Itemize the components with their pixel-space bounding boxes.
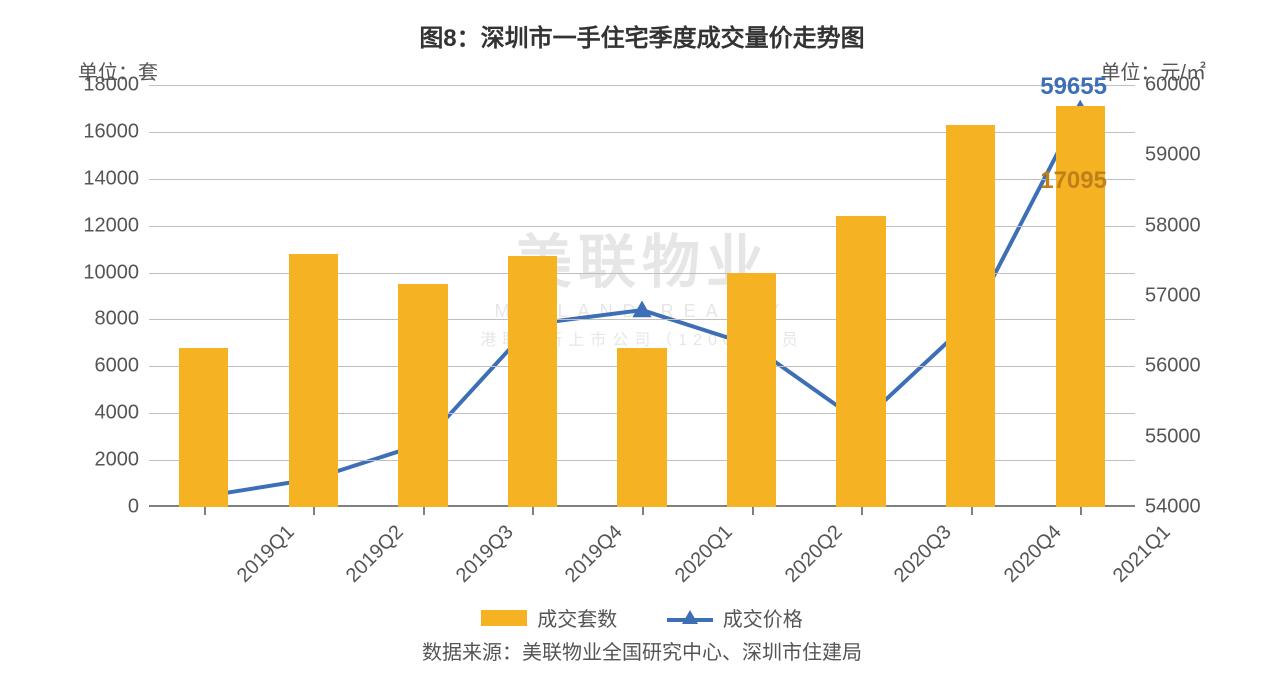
ytick-left: 2000 [95, 449, 140, 472]
legend-swatch-bar [481, 610, 527, 626]
xtick-mark [971, 507, 973, 515]
bar [179, 348, 228, 507]
xtick-mark [204, 507, 206, 515]
ytick-right: 57000 [1145, 285, 1201, 308]
legend-swatch-line [667, 610, 713, 626]
legend: 成交套数 成交价格 [0, 603, 1284, 632]
chart-container: 图8：深圳市一手住宅季度成交量价走势图 单位：套 单位：元/㎡ 美联物业 MID… [0, 0, 1284, 688]
line-marker-triangle-icon [632, 300, 651, 317]
xtick-label: 2021Q1 [1109, 521, 1176, 588]
xtick-mark [642, 507, 644, 515]
line-last-value-label: 59655 [1040, 73, 1107, 101]
xtick-label: 2019Q3 [452, 521, 519, 588]
ytick-left: 14000 [83, 167, 139, 190]
ytick-left: 6000 [95, 355, 140, 378]
xtick-mark [861, 507, 863, 515]
ytick-left: 0 [128, 496, 139, 519]
ytick-right: 54000 [1145, 496, 1201, 519]
chart-title: 图8：深圳市一手住宅季度成交量价走势图 [0, 18, 1284, 53]
ytick-left: 12000 [83, 214, 139, 237]
bar [946, 125, 995, 507]
ytick-right: 59000 [1145, 144, 1201, 167]
ytick-right: 58000 [1145, 214, 1201, 237]
ytick-left: 4000 [95, 402, 140, 425]
ytick-left: 16000 [83, 120, 139, 143]
xtick-label: 2020Q3 [890, 521, 957, 588]
legend-label-bar: 成交套数 [537, 603, 617, 632]
source-text: 数据来源：美联物业全国研究中心、深圳市住建局 [0, 636, 1284, 665]
xtick-mark [423, 507, 425, 515]
xtick-mark [752, 507, 754, 515]
xtick-mark [313, 507, 315, 515]
ytick-left: 10000 [83, 261, 139, 284]
bar-last-value-label: 17095 [1040, 167, 1107, 195]
ytick-right: 55000 [1145, 425, 1201, 448]
xtick-label: 2020Q1 [671, 521, 738, 588]
xtick-label: 2019Q4 [561, 521, 628, 588]
ytick-right: 56000 [1145, 355, 1201, 378]
gridline [149, 85, 1135, 86]
legend-item-line: 成交价格 [667, 603, 803, 632]
xtick-label: 2019Q1 [233, 521, 300, 588]
xtick-label: 2020Q2 [780, 521, 847, 588]
bar [508, 256, 557, 507]
plot-area: 美联物业 MIDLAND REALTY 港联交所上市公司（1200）成员 020… [149, 85, 1135, 507]
xtick-mark [532, 507, 534, 515]
legend-item-bar: 成交套数 [481, 603, 617, 632]
bar [289, 254, 338, 507]
legend-label-line: 成交价格 [723, 603, 803, 632]
ytick-left: 8000 [95, 308, 140, 331]
ytick-left: 18000 [83, 74, 139, 97]
ytick-right: 60000 [1145, 74, 1201, 97]
xtick-mark [1080, 507, 1082, 515]
bar [836, 216, 885, 507]
bar [617, 348, 666, 507]
xtick-label: 2020Q4 [1000, 521, 1067, 588]
bar [727, 273, 776, 507]
bar [398, 284, 447, 507]
xtick-label: 2019Q2 [342, 521, 409, 588]
